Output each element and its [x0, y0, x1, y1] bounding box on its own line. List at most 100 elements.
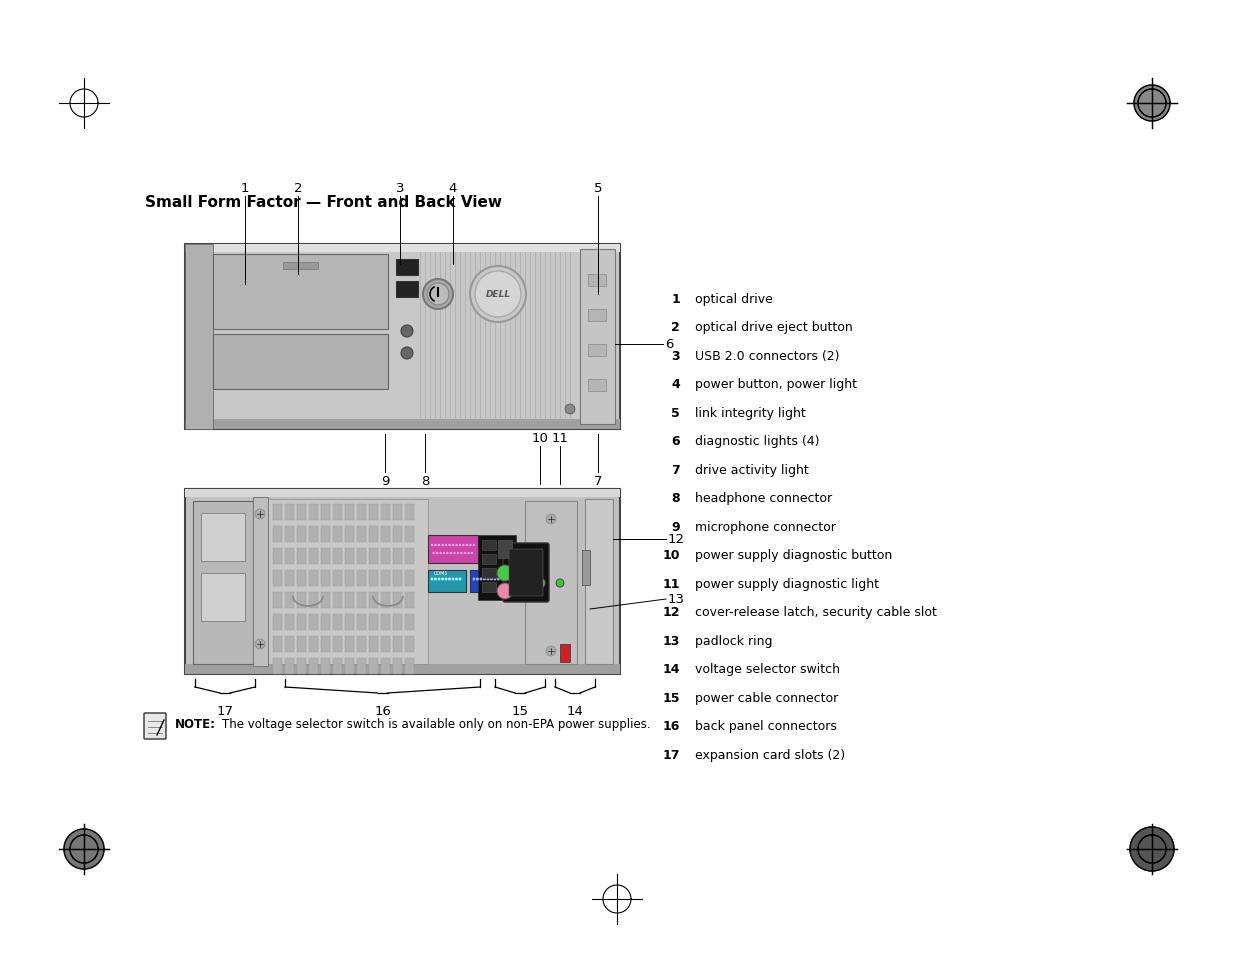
Bar [482, 582, 496, 593]
Bar [296, 504, 306, 520]
Circle shape [453, 552, 456, 555]
Text: 11: 11 [552, 432, 568, 444]
Bar [357, 504, 366, 520]
Bar [369, 659, 378, 675]
Circle shape [462, 544, 464, 547]
Bar [429, 571, 466, 593]
Text: 4: 4 [448, 182, 457, 194]
Bar [369, 637, 378, 652]
Circle shape [448, 578, 451, 581]
Circle shape [433, 578, 437, 581]
Circle shape [475, 272, 521, 317]
Circle shape [445, 578, 447, 581]
Bar [273, 548, 282, 564]
Bar [273, 615, 282, 630]
Text: expansion card slots (2): expansion card slots (2) [695, 748, 845, 761]
Bar [405, 504, 414, 520]
Circle shape [457, 552, 459, 555]
Bar [285, 571, 294, 586]
Circle shape [496, 565, 513, 581]
Text: 15: 15 [662, 691, 680, 704]
Text: power button, power light: power button, power light [695, 378, 857, 391]
FancyBboxPatch shape [185, 490, 620, 675]
Bar [321, 571, 330, 586]
Circle shape [452, 544, 454, 547]
Circle shape [431, 544, 433, 547]
Bar [405, 526, 414, 542]
Bar [283, 263, 317, 270]
Text: 3: 3 [395, 182, 404, 194]
Circle shape [483, 578, 487, 581]
Bar [309, 637, 317, 652]
Text: 10: 10 [662, 549, 680, 562]
Text: headphone connector: headphone connector [695, 492, 832, 505]
Text: 6: 6 [672, 435, 680, 448]
Bar [393, 659, 403, 675]
Bar [273, 571, 282, 586]
Bar [382, 504, 390, 520]
Bar [201, 514, 245, 561]
Bar [588, 379, 606, 392]
Text: COM1: COM1 [433, 571, 448, 576]
Circle shape [546, 646, 556, 657]
Circle shape [432, 552, 435, 555]
Circle shape [490, 578, 493, 581]
Circle shape [427, 284, 450, 306]
Text: 2: 2 [672, 321, 680, 335]
Circle shape [445, 544, 447, 547]
Circle shape [424, 280, 453, 310]
Text: DELL: DELL [485, 291, 510, 299]
Text: USB 2.0 connectors (2): USB 2.0 connectors (2) [695, 350, 840, 363]
Bar [393, 571, 403, 586]
Circle shape [441, 544, 443, 547]
Bar [482, 568, 496, 578]
Bar [369, 548, 378, 564]
Text: 1: 1 [672, 293, 680, 306]
Bar [345, 571, 354, 586]
Bar [369, 615, 378, 630]
Text: power cable connector: power cable connector [695, 691, 839, 704]
Bar [185, 245, 212, 430]
Bar [345, 659, 354, 675]
FancyBboxPatch shape [509, 550, 543, 597]
Bar [369, 526, 378, 542]
Polygon shape [64, 829, 104, 869]
Text: 6: 6 [664, 338, 673, 351]
Bar [393, 637, 403, 652]
Text: link integrity light: link integrity light [695, 407, 805, 419]
Bar [296, 615, 306, 630]
Bar [393, 526, 403, 542]
Bar [498, 540, 513, 558]
Text: 5: 5 [594, 182, 603, 194]
Circle shape [471, 267, 526, 323]
Bar [345, 504, 354, 520]
Bar [273, 637, 282, 652]
Bar [193, 501, 253, 664]
Circle shape [458, 544, 461, 547]
Bar [309, 615, 317, 630]
Circle shape [454, 578, 458, 581]
Text: 11: 11 [662, 578, 680, 590]
Bar [185, 664, 620, 675]
Bar [588, 274, 606, 287]
Bar [185, 490, 620, 497]
Bar [559, 644, 571, 662]
Circle shape [401, 348, 412, 359]
Bar [321, 637, 330, 652]
Bar [345, 637, 354, 652]
Circle shape [450, 552, 452, 555]
Bar [588, 310, 606, 322]
Text: 14: 14 [567, 704, 583, 718]
Bar [345, 526, 354, 542]
Text: 12: 12 [662, 606, 680, 618]
Text: 15: 15 [511, 704, 529, 718]
Bar [369, 593, 378, 608]
Bar [309, 548, 317, 564]
Bar [382, 526, 390, 542]
Bar [296, 659, 306, 675]
Bar [321, 504, 330, 520]
Bar [273, 504, 282, 520]
Bar [333, 571, 342, 586]
Text: back panel connectors: back panel connectors [695, 720, 837, 733]
Circle shape [431, 578, 433, 581]
